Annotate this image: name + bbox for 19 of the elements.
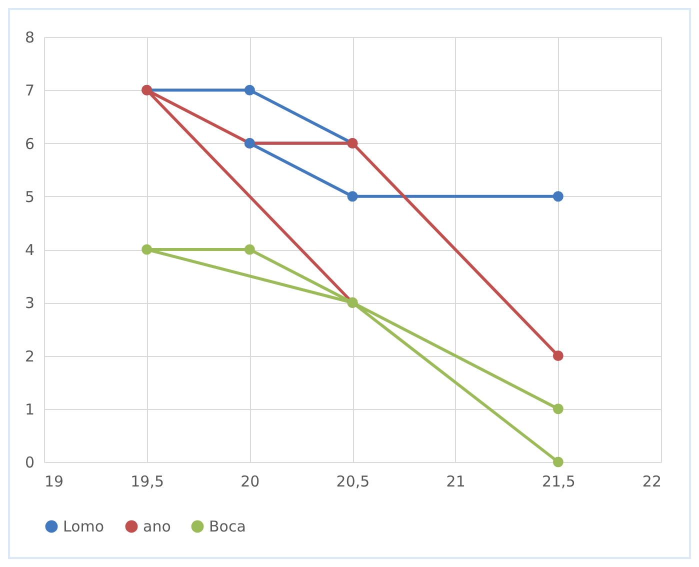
legend-label: Lomo bbox=[63, 518, 104, 536]
y-tick-label: 3 bbox=[24, 294, 34, 312]
legend-label: ano bbox=[143, 518, 171, 536]
y-tick-label: 5 bbox=[24, 188, 34, 206]
x-tick-label: 19,5 bbox=[130, 472, 164, 490]
y-tick-label: 8 bbox=[24, 28, 34, 46]
x-tick-label: 21,5 bbox=[542, 472, 576, 490]
legend-label: Boca bbox=[209, 518, 246, 536]
y-tick-label: 7 bbox=[24, 82, 34, 100]
x-tick-label: 20,5 bbox=[336, 472, 370, 490]
y-tick-label: 2 bbox=[24, 347, 34, 366]
x-tick-label: 20 bbox=[240, 472, 260, 490]
x-tick-label: 22 bbox=[642, 472, 662, 490]
y-tick-label: 4 bbox=[24, 241, 34, 259]
y-tick-label: 1 bbox=[24, 400, 34, 418]
x-tick-label: 21 bbox=[446, 472, 466, 490]
x-tick-label: 19 bbox=[44, 472, 64, 490]
y-tick-label: 6 bbox=[24, 134, 34, 153]
y-tick-label: 0 bbox=[24, 454, 34, 472]
